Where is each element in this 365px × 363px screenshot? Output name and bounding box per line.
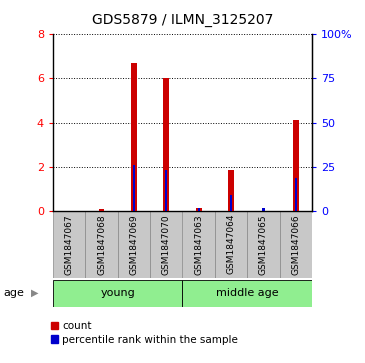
Bar [150, 211, 182, 278]
Bar [131, 63, 137, 211]
Bar [182, 280, 312, 307]
Text: GSM1847064: GSM1847064 [227, 214, 235, 274]
Bar [215, 211, 247, 278]
Text: GSM1847068: GSM1847068 [97, 214, 106, 274]
Bar [118, 211, 150, 278]
Bar [196, 208, 201, 211]
Bar [53, 280, 182, 307]
Bar [99, 209, 104, 211]
Text: GSM1847070: GSM1847070 [162, 214, 171, 274]
Bar [164, 78, 169, 211]
Bar [247, 211, 280, 278]
Legend: count, percentile rank within the sample: count, percentile rank within the sample [51, 321, 238, 344]
Text: middle age: middle age [216, 288, 278, 298]
Text: GSM1847063: GSM1847063 [194, 214, 203, 274]
Bar [85, 211, 118, 278]
Text: age: age [4, 288, 24, 298]
Bar [280, 211, 312, 278]
Bar [53, 211, 85, 278]
Bar [197, 208, 200, 211]
Bar [228, 170, 234, 211]
Text: young: young [100, 288, 135, 298]
Bar [133, 166, 135, 211]
Bar [262, 208, 265, 211]
Text: GSM1847067: GSM1847067 [65, 214, 74, 274]
Bar [293, 120, 299, 211]
Text: ▶: ▶ [31, 288, 38, 298]
Text: GSM1847066: GSM1847066 [291, 214, 300, 274]
Bar [295, 178, 297, 211]
Text: GSM1847069: GSM1847069 [130, 214, 138, 274]
Text: GSM1847065: GSM1847065 [259, 214, 268, 274]
Bar [230, 195, 232, 211]
Bar [165, 170, 168, 211]
Text: GDS5879 / ILMN_3125207: GDS5879 / ILMN_3125207 [92, 13, 273, 27]
Bar [182, 211, 215, 278]
